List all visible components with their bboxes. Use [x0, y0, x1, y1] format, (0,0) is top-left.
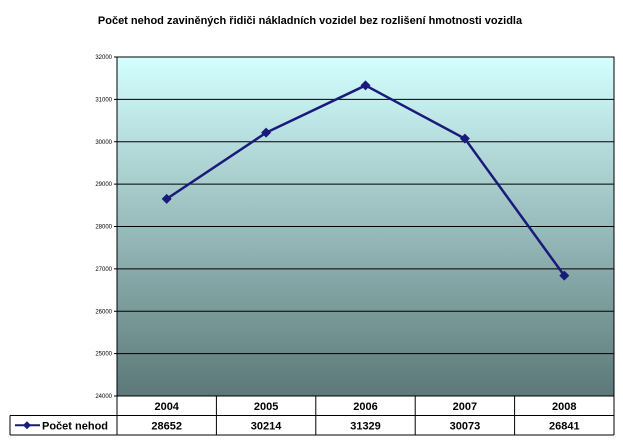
y-axis-ticks: 24000 25000 26000 27000 28000 29000 30000 31000… — [95, 55, 117, 400]
x-category-label: 2005 — [254, 401, 278, 413]
series-group — [161, 80, 570, 281]
chart-title: Počet nehod zaviněných řidiči nákladních… — [98, 15, 523, 27]
data-point-marker — [559, 270, 570, 281]
y-tick-label: 24000 — [95, 394, 112, 400]
legend-marker-key — [23, 421, 31, 430]
gridlines — [117, 98, 614, 355]
y-tick-label: 26000 — [95, 309, 112, 315]
x-category-label: 2008 — [552, 401, 576, 413]
y-tick-label: 28000 — [95, 225, 112, 231]
data-table-value: 30073 — [450, 420, 481, 432]
y-tick-label: 29000 — [95, 182, 112, 188]
y-tick-label: 32000 — [95, 55, 112, 61]
data-point-marker — [459, 133, 470, 144]
data-table: 2004 2005 2006 2007 2008 28652 30214 31329 30073… — [9, 396, 615, 436]
y-tick-label: 30000 — [95, 140, 112, 146]
x-category-label: 2004 — [154, 401, 179, 413]
y-tick-label: 27000 — [95, 267, 112, 273]
data-table-value: 31329 — [350, 420, 381, 432]
legend-series-name: Počet nehod — [42, 420, 108, 432]
data-table-value: 26841 — [549, 420, 580, 432]
data-point-marker — [261, 127, 272, 138]
data-point-marker — [161, 193, 172, 204]
data-table-value: 30214 — [251, 420, 282, 432]
x-category-label: 2006 — [353, 401, 377, 413]
y-tick-label: 31000 — [95, 97, 112, 103]
data-point-marker — [360, 80, 371, 91]
data-table-value: 28652 — [151, 420, 182, 432]
y-tick-label: 25000 — [95, 352, 112, 358]
x-category-label: 2007 — [453, 401, 477, 413]
